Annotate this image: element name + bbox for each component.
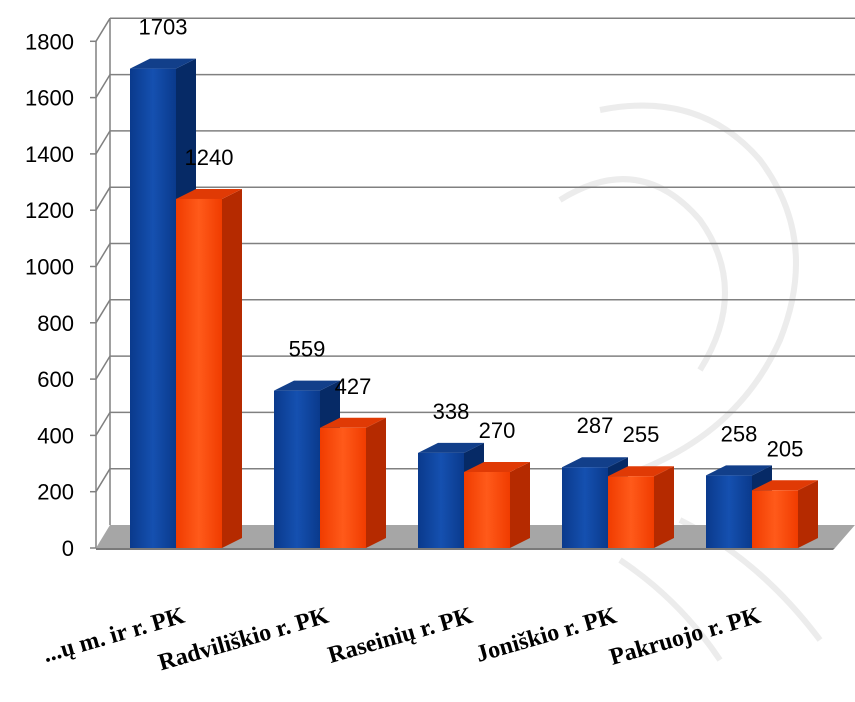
y-tick-label: 1200 [25,198,74,223]
bar-top [320,417,386,428]
bar-top [418,442,484,453]
gridline-depth [95,74,111,98]
bar-front [464,471,510,548]
y-tick-label: 1600 [25,86,74,111]
bar [320,417,386,548]
data-label: 338 [433,399,470,424]
gridline-depth [95,355,111,380]
bar-top [464,461,530,472]
data-label: 427 [335,374,372,399]
data-label: 559 [289,337,326,362]
data-label: 258 [721,421,758,446]
bar-side [366,417,386,548]
bar [464,461,530,548]
y-tick-label: 600 [37,367,74,392]
bar-top [752,480,818,491]
bar-side [222,188,242,548]
bar [608,466,674,548]
bar-front [752,490,798,548]
gridline-depth [95,186,111,211]
y-tick-label: 1000 [25,255,74,280]
bar-front [608,476,654,548]
bar-top [176,188,242,199]
y-tick-label: 800 [37,311,74,336]
bar-side [654,466,674,548]
x-category-label: Raseinių r. PK [325,603,476,669]
y-tick-label: 400 [37,423,74,448]
gridline-depth [95,468,111,493]
bar-front [130,68,176,548]
data-label: 1703 [139,15,188,40]
y-tick-label: 1800 [25,29,74,54]
gridline-depth [95,299,111,324]
data-labels: 1703 1240 559 427 338 270 287 255 258 205 [139,15,804,462]
y-axis-ticks: 0 200 400 600 800 1000 1200 1400 1600 1800 [25,29,96,561]
bar-top [274,380,340,391]
bars [130,58,818,548]
watermark [558,102,823,662]
bar-top [130,58,196,69]
bar-front [418,452,464,548]
data-label: 205 [767,436,804,461]
y-tick-label: 1400 [25,142,74,167]
gridline-depth [95,130,111,155]
bar-top [706,465,772,476]
bar-front [562,467,608,548]
data-label: 255 [623,422,660,447]
y-tick-label: 200 [37,480,74,505]
gridline-depth [95,412,111,436]
data-label: 1240 [185,145,234,170]
bar [176,188,242,548]
data-label: 270 [479,418,516,443]
bar-side [798,480,818,548]
bar-front [274,390,320,548]
bar-top [608,466,674,477]
data-label: 287 [577,413,614,438]
bar-front [176,198,222,548]
bar-side [510,461,530,548]
x-category-label: Joniškio r. PK [473,603,620,668]
gridline-depth [95,243,111,267]
y-tick-label: 0 [62,536,74,561]
bar [752,480,818,548]
bar-top [562,457,628,468]
gridline-depth [95,17,111,42]
bar-front [320,427,366,548]
floor-edge [96,548,835,550]
bar-front [706,475,752,548]
